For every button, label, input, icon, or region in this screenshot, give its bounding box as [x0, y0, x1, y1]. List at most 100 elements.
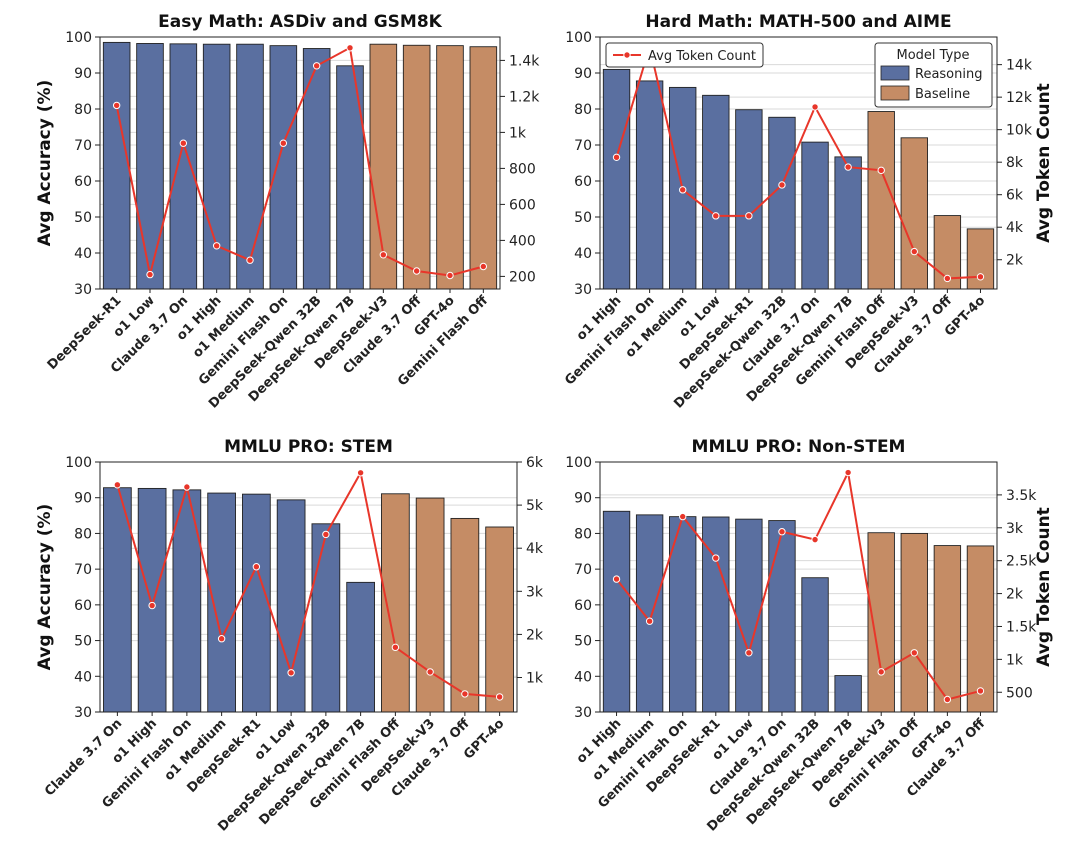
y-tick-label: 60 [74, 598, 92, 614]
bar [485, 526, 514, 713]
token-count-point [279, 139, 288, 147]
bar [900, 532, 928, 713]
legend-baseline-label: Baseline [915, 87, 970, 102]
token-count-point [778, 528, 786, 536]
y-tick-label: 60 [74, 174, 92, 190]
token-count-point [212, 242, 221, 250]
bar [735, 518, 763, 713]
y-tick-label: 40 [574, 669, 592, 685]
token-count-point [811, 103, 819, 111]
legend-box [605, 42, 764, 68]
y-tick-label: 90 [574, 66, 592, 82]
bar [436, 45, 464, 290]
model-type-legend: Model Type Reasoning Baseline [874, 42, 993, 108]
token-count-point [113, 481, 122, 489]
token-count-point [976, 273, 985, 281]
chart-panel-2: Hard Math: MATH-500 and AIME 30 40 50 60 70 80… [562, 12, 1054, 412]
y2-tick-label: 12k [1006, 90, 1033, 106]
token-count-point [910, 247, 918, 256]
bar [236, 43, 264, 290]
token-count-point [778, 181, 786, 189]
bar [269, 45, 298, 290]
bar [834, 675, 862, 713]
token-count-point [412, 267, 421, 275]
y-tick-label: 80 [74, 102, 92, 118]
y2-tick-label: 6k [526, 455, 544, 471]
y-tick-label: 50 [574, 210, 592, 226]
y2-tick-label: 1k [509, 125, 527, 141]
bar [602, 510, 631, 713]
bar [469, 46, 498, 290]
bar [966, 545, 995, 713]
token-count-point [379, 251, 388, 259]
y-tick-label: 80 [574, 526, 592, 542]
plot-frame [599, 36, 998, 290]
token-count-point [679, 512, 687, 521]
bar [336, 65, 364, 290]
y2-tick-label: 400 [509, 233, 536, 249]
bar [137, 487, 167, 713]
token-count-point [426, 668, 434, 676]
y-tick-label: 100 [565, 455, 592, 471]
token-count-point [679, 186, 687, 194]
line-legend: Avg Token Count [605, 42, 764, 68]
y2-tick-label: 500 [1006, 685, 1033, 701]
y2-tick-label: 5k [526, 498, 544, 514]
token-count-point [844, 468, 852, 477]
y2-tick-label: 10k [1006, 123, 1033, 139]
y2-tick-label: 1.2k [509, 89, 540, 105]
y-tick-label: 70 [574, 562, 592, 578]
token-count-point [910, 649, 918, 657]
token-count-point [745, 212, 753, 220]
bar [242, 493, 271, 713]
bar [768, 116, 796, 290]
y2-tick-label: 3.5k [1006, 488, 1037, 504]
y2-tick-label: 2k [1006, 587, 1024, 603]
y2-tick-label: 200 [509, 269, 536, 285]
y-tick-label: 30 [74, 282, 92, 298]
bar [735, 109, 763, 290]
y2-tick-label: 3k [1006, 521, 1024, 537]
y2-tick-label: 800 [509, 161, 536, 177]
token-count-point [877, 166, 885, 175]
y2-tick-label: 4k [1006, 220, 1024, 236]
token-count-point [446, 271, 454, 280]
bar [276, 499, 306, 713]
bar [102, 41, 131, 290]
token-count-line [116, 469, 500, 698]
token-count-point [322, 530, 330, 539]
token-count-point [877, 668, 885, 676]
y-tick-label: 90 [74, 66, 92, 82]
token-count-point [252, 563, 261, 571]
y2-axis-label: Avg Token Count [1034, 83, 1054, 243]
legend-reasoning-label: Reasoning [915, 67, 982, 82]
token-count-point [461, 690, 469, 698]
token-count-point [712, 212, 720, 220]
token-count-point [811, 535, 819, 544]
token-count-point [246, 256, 254, 264]
y-tick-label: 80 [574, 102, 592, 118]
chart-title: MMLU PRO: Non-STEM [692, 437, 906, 457]
bar [346, 581, 375, 713]
y2-tick-label: 1k [1006, 652, 1024, 668]
y-tick-label: 80 [74, 526, 92, 542]
token-count-point [712, 554, 720, 562]
bar [900, 137, 928, 290]
bar [801, 577, 829, 713]
token-count-point [479, 262, 488, 271]
bar [136, 43, 164, 290]
y2-tick-label: 8k [1006, 155, 1024, 171]
y-tick-label: 100 [65, 455, 92, 471]
y2-tick-label: 2k [1006, 253, 1024, 269]
y2-tick-label: 1.5k [1006, 619, 1037, 635]
y-tick-label: 70 [74, 562, 92, 578]
y2-tick-label: 2.5k [1006, 554, 1037, 570]
token-count-point [943, 274, 952, 283]
legend-line-marker [623, 51, 631, 59]
legend-reasoning-swatch [880, 65, 910, 81]
chart-panel-3: MMLU PRO: STEM 30 40 50 60 70 80 90 100 1k 2k 3k 4k 5… [35, 437, 544, 835]
token-count-point [943, 695, 952, 704]
y-tick-label: 60 [574, 598, 592, 614]
y2-tick-label: 600 [509, 197, 536, 213]
